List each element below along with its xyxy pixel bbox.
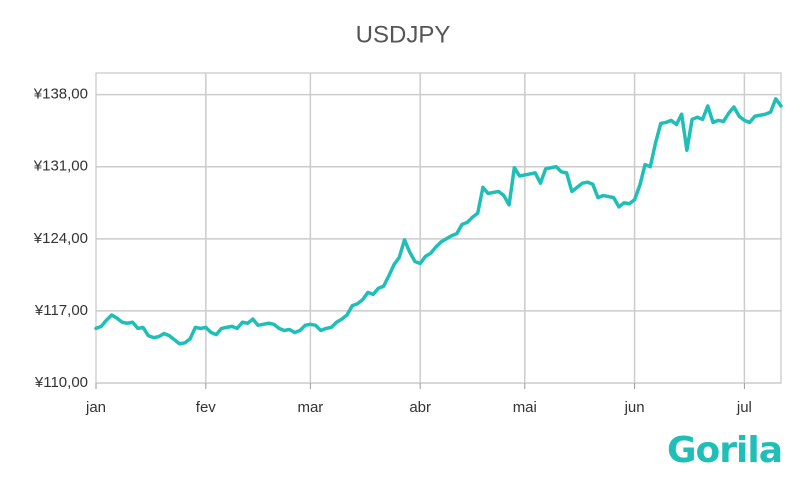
x-tick-label: fev xyxy=(196,399,217,416)
y-tick-label: ¥124,00 xyxy=(33,230,88,247)
x-tick-label: mar xyxy=(297,399,323,416)
y-tick-label: ¥117,00 xyxy=(34,302,88,319)
y-tick-label: ¥131,00 xyxy=(33,158,88,175)
chart-title: USDJPY xyxy=(356,21,451,48)
x-tick-label: abr xyxy=(409,399,431,416)
x-tick-label: mai xyxy=(513,399,537,416)
x-tick-label: jan xyxy=(85,399,106,416)
logo: Gorila xyxy=(667,430,782,471)
y-tick-label: ¥138,00 xyxy=(33,86,88,103)
x-tick-label: jul xyxy=(736,399,752,416)
y-tick-label: ¥110,00 xyxy=(34,374,88,391)
line xyxy=(94,97,783,346)
x-tick-label: jun xyxy=(624,399,645,416)
